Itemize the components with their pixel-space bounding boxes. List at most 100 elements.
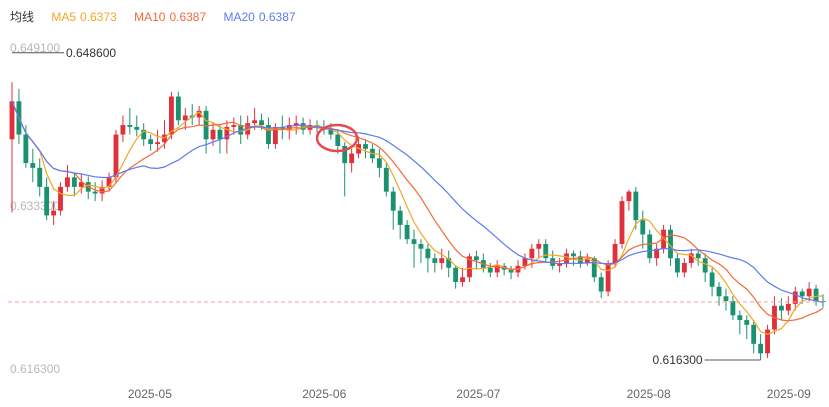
legend-ma10: MA10 0.6387	[134, 10, 209, 24]
candle-body	[349, 153, 355, 164]
candle-body	[293, 123, 299, 126]
candle-body	[626, 191, 632, 202]
candle-body	[217, 129, 223, 140]
candle-body	[231, 125, 237, 127]
chart-legend: 均线 MA5 0.6373 MA10 0.6387 MA20 0.6387	[10, 8, 310, 25]
legend-ma20-label: MA20	[223, 10, 255, 24]
candle-body	[778, 305, 784, 311]
candle-body	[363, 144, 368, 149]
candle-body	[758, 343, 764, 354]
candle-body	[238, 125, 244, 135]
x-axis: 2025-05 2025-06 2025-07 2025-08 2025-09	[128, 387, 811, 401]
candle-body	[99, 186, 105, 194]
candle-body	[799, 291, 805, 297]
candle-body	[730, 301, 736, 316]
candle-body	[397, 210, 403, 225]
candle-body	[148, 139, 154, 145]
candle-body	[411, 239, 417, 244]
candle-body	[792, 291, 798, 304]
candle-body	[210, 129, 216, 140]
candle-body	[640, 220, 646, 235]
candle-body	[473, 256, 479, 261]
ma5-line	[11, 101, 824, 335]
candle-body	[224, 126, 230, 140]
candle-body	[259, 120, 264, 126]
candle-body	[169, 96, 174, 135]
candle-body	[737, 315, 743, 321]
candle-body	[141, 129, 147, 140]
candle-body	[37, 167, 43, 187]
candle-body	[30, 163, 36, 168]
ma-lines-group	[11, 101, 824, 335]
x-tick-label: 2025-05	[128, 387, 172, 401]
candle-body	[78, 182, 84, 187]
candle-body	[591, 258, 597, 278]
candle-body	[342, 145, 348, 164]
candle-body	[571, 253, 576, 257]
candle-body	[536, 243, 542, 249]
price-label-top: 0.649100	[10, 41, 60, 55]
ma20-line	[11, 101, 824, 304]
candle-body	[709, 272, 715, 287]
ma10-line	[11, 101, 824, 322]
candle-body	[106, 177, 112, 187]
candle-body	[508, 269, 514, 273]
x-tick-label: 2025-09	[767, 387, 811, 401]
candle-body	[286, 125, 292, 130]
candle-body	[335, 134, 341, 146]
candle-body	[681, 262, 687, 273]
candle-body	[494, 265, 500, 273]
candle-body	[44, 186, 50, 216]
legend-ma10-label: MA10	[134, 10, 166, 24]
candle-body	[543, 243, 549, 259]
candle-body	[584, 258, 590, 263]
candle-body	[529, 248, 535, 259]
candle-body	[175, 96, 181, 121]
candle-body	[564, 253, 569, 263]
legend-ma20-value: 0.6387	[258, 10, 296, 24]
candle-body	[744, 320, 750, 325]
candle-body	[785, 303, 791, 311]
candle-body	[813, 288, 819, 302]
candle-body	[71, 177, 77, 187]
legend-ma20: MA20 0.6387	[224, 10, 296, 24]
candle-body	[252, 120, 258, 124]
x-tick-label: 2025-06	[302, 387, 346, 401]
candle-body	[633, 191, 639, 221]
highlight-circle	[315, 123, 359, 153]
candle-body	[695, 253, 701, 259]
min-price-label: 0.616300	[653, 353, 703, 367]
candle-body	[51, 210, 57, 216]
candle-body	[661, 229, 666, 249]
candle-body	[418, 243, 424, 249]
candle-body	[453, 267, 459, 282]
candle-body	[751, 324, 757, 344]
max-price-label: 0.648600	[66, 46, 116, 60]
candle-body	[155, 142, 160, 145]
candle-body	[432, 258, 438, 263]
candle-body	[702, 258, 708, 273]
candle-body	[376, 158, 382, 168]
candle-body	[522, 258, 528, 266]
candle-body	[203, 110, 209, 140]
candle-body	[182, 115, 188, 121]
legend-title: 均线	[10, 10, 35, 24]
candle-body	[245, 123, 251, 135]
candle-body	[272, 126, 278, 145]
candle-body	[65, 177, 70, 187]
candle-body	[328, 129, 334, 135]
legend-ma5: MA5 0.6373	[51, 10, 120, 24]
candle-body	[668, 229, 673, 259]
candle-body	[92, 191, 98, 194]
candle-body	[688, 253, 694, 263]
candle-body	[675, 258, 680, 273]
candle-body	[460, 277, 465, 282]
candle-body	[266, 125, 271, 145]
candle-body	[605, 262, 611, 292]
candle-body	[383, 167, 389, 192]
candle-body	[127, 125, 133, 127]
candle-body	[577, 256, 583, 263]
candle-body	[467, 256, 472, 278]
candle-body	[439, 258, 445, 263]
